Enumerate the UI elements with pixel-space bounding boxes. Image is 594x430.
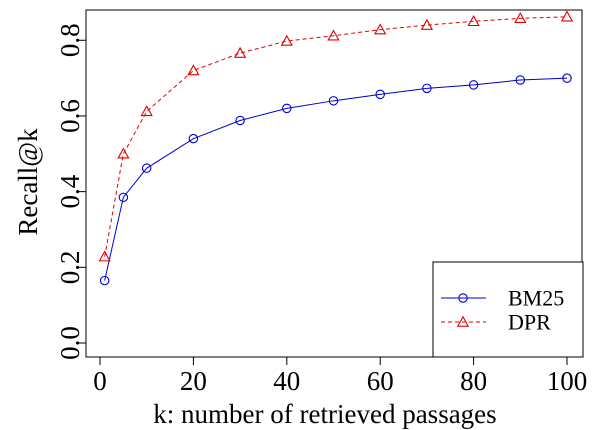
legend-marker-dpr xyxy=(456,315,470,327)
data-point-bm25 xyxy=(118,192,129,203)
data-point-dpr xyxy=(560,10,574,22)
y-tick-label: 0.8 xyxy=(55,23,85,57)
data-point-dpr xyxy=(140,105,153,117)
x-tick-label: 80 xyxy=(460,366,487,396)
data-point-bm25 xyxy=(141,163,152,173)
x-tick-label: 0 xyxy=(93,366,107,396)
legend-label-bm25: BM25 xyxy=(508,286,564,311)
data-point-bm25 xyxy=(328,96,339,106)
legend-label-dpr: DPR xyxy=(508,310,551,335)
x-axis-label: k: number of retrieved passages xyxy=(153,399,496,429)
data-point-bm25 xyxy=(188,133,199,144)
data-point-bm25 xyxy=(375,89,385,100)
y-axis: 0.0 0.2 0.4 0.6 0.8 xyxy=(55,23,86,360)
series-layer xyxy=(98,10,574,286)
data-point-dpr xyxy=(467,15,480,27)
data-point-bm25 xyxy=(422,83,432,94)
data-point-dpr xyxy=(327,29,340,41)
y-tick-label: 0.4 xyxy=(55,174,85,208)
x-tick-label: 40 xyxy=(273,366,300,396)
y-tick-label: 0.0 xyxy=(55,326,85,360)
data-point-bm25 xyxy=(235,115,245,126)
x-axis: 0 20 40 60 80 100 xyxy=(93,357,587,396)
data-point-bm25 xyxy=(468,80,479,90)
data-point-bm25 xyxy=(99,275,110,286)
legend-box xyxy=(432,261,584,358)
y-tick-label: 0.6 xyxy=(55,99,85,133)
data-point-dpr xyxy=(187,64,200,76)
x-tick-label: 60 xyxy=(367,366,394,396)
data-point-bm25 xyxy=(562,73,572,83)
data-point-dpr xyxy=(98,250,111,262)
data-point-bm25 xyxy=(515,75,526,85)
data-point-dpr xyxy=(420,18,434,30)
legend-marker-bm25 xyxy=(458,293,468,303)
data-point-dpr xyxy=(514,11,527,24)
series-bm25 xyxy=(99,73,572,286)
x-tick-label: 100 xyxy=(547,366,588,396)
data-point-dpr xyxy=(233,46,247,58)
data-point-dpr xyxy=(117,147,130,159)
series-line-dpr xyxy=(104,16,568,257)
plot-frame xyxy=(85,9,583,358)
y-tick-label: 0.2 xyxy=(55,250,85,284)
data-point-dpr xyxy=(280,34,293,46)
series-dpr xyxy=(98,10,574,262)
data-point-dpr xyxy=(374,23,387,35)
data-point-bm25 xyxy=(282,103,292,114)
x-tick-label: 20 xyxy=(180,366,207,396)
series-line-bm25 xyxy=(104,77,568,281)
y-axis-label: Recall@k xyxy=(13,128,43,236)
